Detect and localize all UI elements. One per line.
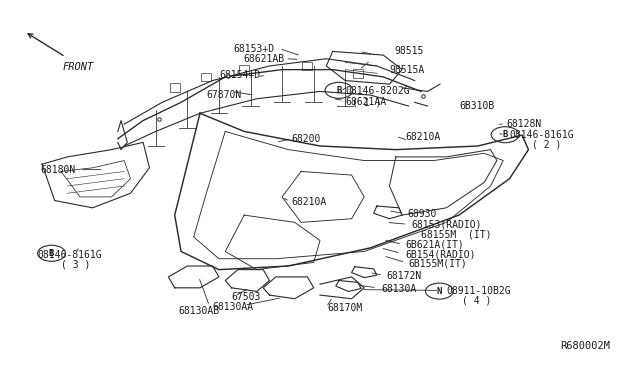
Text: 68153+D: 68153+D — [234, 44, 275, 54]
Bar — [239, 65, 249, 74]
Text: ( 2 ): ( 2 ) — [532, 139, 561, 149]
Text: 68128N: 68128N — [506, 119, 541, 129]
Text: 08911-10B2G: 08911-10B2G — [446, 286, 511, 296]
Bar — [201, 73, 211, 81]
Text: 68170M: 68170M — [328, 303, 363, 313]
Text: 6B155M(IT): 6B155M(IT) — [408, 258, 467, 268]
Text: 68130AA: 68130AA — [212, 302, 253, 312]
Bar — [302, 62, 312, 70]
Text: 68172N: 68172N — [387, 271, 422, 281]
Text: 98515A: 98515A — [390, 65, 425, 75]
Text: 08146-8161G: 08146-8161G — [37, 250, 102, 260]
Text: FRONT: FRONT — [62, 62, 93, 72]
Bar — [353, 69, 363, 78]
Text: ( 4 ): ( 4 ) — [462, 296, 492, 305]
Text: 6B621A(IT): 6B621A(IT) — [405, 240, 464, 250]
Text: 68210A: 68210A — [292, 198, 327, 207]
Text: 68130A: 68130A — [381, 283, 417, 294]
Text: 68621AA: 68621AA — [345, 97, 387, 108]
Text: 68621AB: 68621AB — [243, 54, 284, 64]
Text: 68155M  (IT): 68155M (IT) — [421, 229, 492, 239]
Text: 6B154(RADIO): 6B154(RADIO) — [405, 249, 476, 259]
Text: 68180N: 68180N — [41, 165, 76, 174]
Text: B: B — [49, 249, 54, 258]
Text: 98515: 98515 — [394, 46, 424, 57]
Text: 67503: 67503 — [232, 292, 261, 302]
Text: 08146-8202G: 08146-8202G — [345, 86, 410, 96]
Text: 68930: 68930 — [407, 209, 436, 219]
Text: 6B310B: 6B310B — [459, 101, 494, 111]
Text: B: B — [502, 130, 508, 139]
Text: N: N — [436, 286, 442, 296]
Text: 68130AB: 68130AB — [178, 307, 219, 317]
Text: ( 1 ): ( 1 ) — [351, 97, 381, 108]
Text: 68200: 68200 — [292, 134, 321, 144]
Bar — [170, 83, 180, 92]
Text: 68154+D: 68154+D — [219, 70, 260, 80]
Text: 08146-8161G: 08146-8161G — [509, 130, 574, 140]
Text: 67870N: 67870N — [206, 90, 241, 100]
Text: 68210A: 68210A — [405, 132, 440, 142]
Text: 68153(RADIO): 68153(RADIO) — [412, 220, 482, 230]
Text: B: B — [336, 86, 342, 95]
Text: ( 3 ): ( 3 ) — [61, 259, 90, 269]
Text: R680002M: R680002M — [560, 341, 610, 351]
